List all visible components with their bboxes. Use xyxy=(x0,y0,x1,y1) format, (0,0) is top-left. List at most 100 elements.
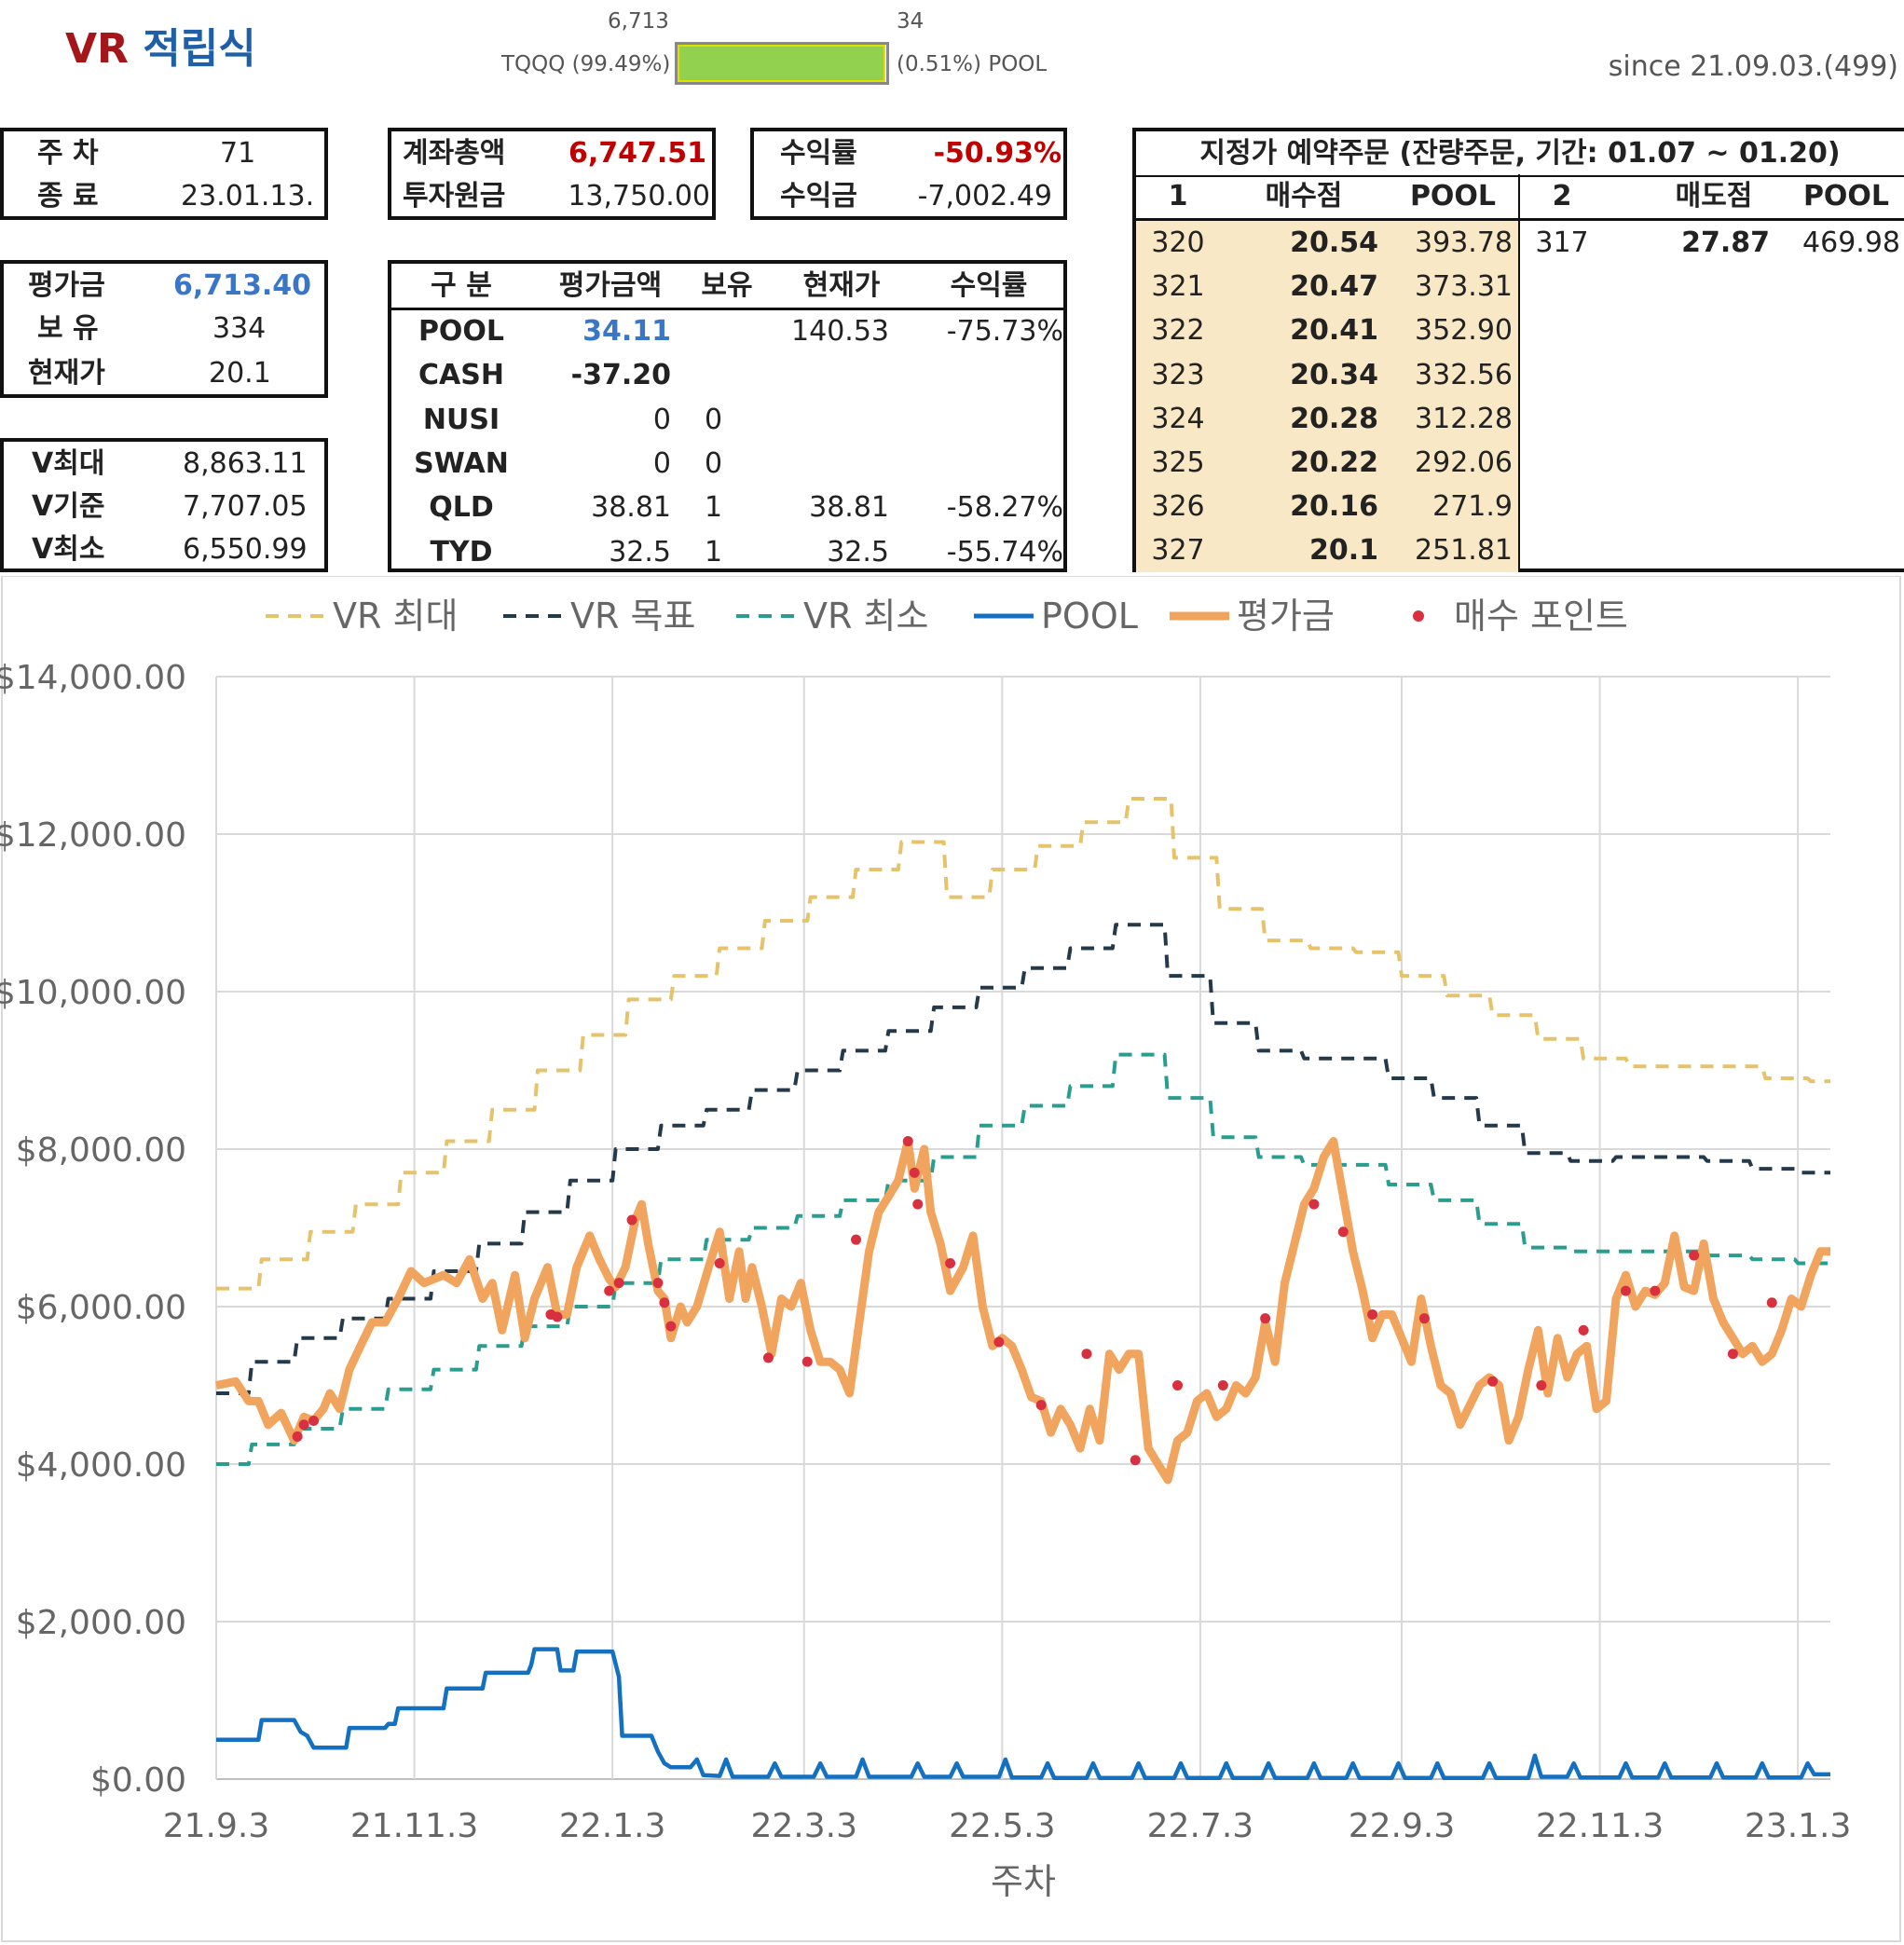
holding-name: SWAN xyxy=(414,446,509,480)
y-tick-label: $4,000.00 xyxy=(16,1446,186,1485)
buy-point-marker xyxy=(1620,1285,1631,1296)
holding-name: CASH xyxy=(418,359,504,392)
buy-point-marker xyxy=(1308,1199,1320,1210)
week-label: 주 차 xyxy=(37,137,99,170)
buy-point-marker xyxy=(1260,1313,1271,1324)
buy-order-row: 321 20.47 373.31 xyxy=(1136,265,1904,308)
profit-value: -7,002.49 xyxy=(917,180,1052,212)
buy-point-marker xyxy=(801,1356,813,1367)
buy-order-qty: 327 xyxy=(1151,534,1205,568)
buy-point-marker xyxy=(292,1431,303,1442)
y-tick-label: $14,000.00 xyxy=(0,659,186,697)
end-value: 23.01.13. xyxy=(181,180,315,212)
holding-rate xyxy=(919,353,1063,397)
holding-price xyxy=(774,353,889,397)
pool-label: (0.51%) POOL xyxy=(897,52,1048,76)
buy-order-row: 327 20.1 251.81 xyxy=(1136,528,1904,572)
end-label: 종 료 xyxy=(37,180,99,212)
sell-header-qty: 2 xyxy=(1552,180,1572,212)
y-tick-label: $0.00 xyxy=(90,1761,186,1800)
buy-orders-bg xyxy=(1136,221,1518,572)
holding-price xyxy=(774,442,889,486)
buy-order-qty: 320 xyxy=(1151,226,1205,259)
tqqq-value: 6,713 xyxy=(608,9,669,34)
tqqq-label: TQQQ (99.49%) xyxy=(501,52,671,76)
price-value: 20.1 xyxy=(209,357,271,390)
buy-point-marker xyxy=(1172,1380,1184,1390)
buy-order-qty: 325 xyxy=(1151,446,1205,479)
holding-rate xyxy=(919,398,1063,442)
v-box: V최대 8,863.11 V기준 7,707.05 V최소 6,550.99 xyxy=(0,438,328,572)
buy-order-pool: 373.31 xyxy=(1415,270,1513,304)
holdings-header: 구 분 평가금액 보유 현재가 수익률 xyxy=(391,264,1063,310)
rate-value: -50.93% xyxy=(933,137,1062,170)
buy-order-qty: 324 xyxy=(1151,402,1205,435)
chart-axes: $0.00 $2,000.00 $4,000.00 $6,000.00 $8,000.0… xyxy=(0,659,1851,1845)
series-line-0 xyxy=(216,797,1830,1291)
holdings-table: 구 분 평가금액 보유 현재가 수익률 POOL 34.11 140.53 -75.7… xyxy=(388,260,1067,572)
profit-label: 수익금 xyxy=(780,180,857,212)
buy-order-pool: 312.28 xyxy=(1415,402,1513,435)
x-tick-label: 23.1.3 xyxy=(1745,1807,1852,1845)
holdings-row: POOL 34.11 140.53 -75.73% xyxy=(391,309,1063,353)
buy-order-row: 320 20.54 393.78 xyxy=(1136,221,1904,265)
vmin-label: V최소 xyxy=(32,533,105,566)
series-line-2 xyxy=(216,1052,1830,1466)
holding-rate: -75.73% xyxy=(946,315,1063,348)
holdings-row: NUSI 0 0 xyxy=(391,398,1063,442)
buy-point-marker xyxy=(298,1419,309,1431)
holding-name: NUSI xyxy=(422,403,500,436)
holdings-row: TYD 32.5 1 32.5 -55.74% xyxy=(391,530,1063,574)
holdings-header-rate: 수익률 xyxy=(950,269,1028,302)
buy-order-price: 20.28 xyxy=(1290,402,1378,435)
y-tick-label: $12,000.00 xyxy=(0,816,186,855)
sell-order-qty: 317 xyxy=(1535,226,1589,259)
holding-hold xyxy=(705,353,742,397)
holding-hold: 0 xyxy=(705,403,723,436)
buy-point-marker xyxy=(552,1311,563,1322)
vmax-label: V최대 xyxy=(32,447,105,480)
orders-title: 지정가 예약주문 (잔량주문, 기간: 01.07 ~ 01.20) xyxy=(1199,137,1841,170)
account-box: 계좌총액 6,747.51 투자원금 13,750.00 xyxy=(388,128,716,220)
buy-order-qty: 321 xyxy=(1151,270,1205,304)
total-label: 계좌총액 xyxy=(403,137,506,170)
sell-order-row: 317 27.87 469.98 xyxy=(1136,221,1904,265)
week-box: 주 차 71 종 료 23.01.13. xyxy=(0,128,328,220)
buy-point-marker xyxy=(902,1136,913,1147)
buy-order-pool: 251.81 xyxy=(1415,534,1513,568)
buy-order-price: 20.34 xyxy=(1290,358,1378,391)
holding-amount: -37.20 xyxy=(570,359,671,392)
holding-price: 140.53 xyxy=(791,315,889,348)
buy-order-price: 20.16 xyxy=(1290,490,1378,524)
vr-line-chart: $0.00 $2,000.00 $4,000.00 $6,000.00 $8,000.0… xyxy=(0,576,1901,1942)
eval-label: 평가금 xyxy=(28,269,105,302)
eval-box: 평가금 6,713.40 보 유 334 현재가 20.1 xyxy=(0,260,328,398)
holding-price xyxy=(774,398,889,442)
buy-point-marker xyxy=(714,1258,725,1269)
sell-order-pool: 469.98 xyxy=(1802,226,1900,259)
vmin-value: 6,550.99 xyxy=(183,533,308,566)
eval-value: 6,713.40 xyxy=(173,269,312,302)
buy-point-marker xyxy=(613,1278,624,1289)
allocation-bar-fill xyxy=(678,45,885,82)
holdings-row: CASH -37.20 xyxy=(391,353,1063,397)
holding-amount: 34.11 xyxy=(582,315,671,348)
allocation-bar xyxy=(675,42,889,85)
hold-value: 334 xyxy=(212,312,267,345)
orders-divider xyxy=(1518,174,1520,572)
holding-rate: -55.74% xyxy=(946,535,1063,568)
buy-order-pool: 292.06 xyxy=(1415,446,1513,479)
buy-point-marker xyxy=(993,1336,1005,1348)
holding-hold: 0 xyxy=(705,446,723,480)
orders-header: 1 매수점 POOL 2 매도점 POOL xyxy=(1136,174,1904,221)
buy-order-pool: 352.90 xyxy=(1415,314,1513,348)
total-value: 6,747.51 xyxy=(568,137,706,170)
buy-point-marker xyxy=(1578,1324,1589,1335)
holding-hold: 1 xyxy=(705,535,723,568)
buy-point-marker xyxy=(1418,1313,1430,1324)
holding-amount: 0 xyxy=(652,403,671,436)
buy-order-row: 325 20.22 292.06 xyxy=(1136,441,1904,485)
title-vr: VR xyxy=(65,25,129,73)
holding-hold: 1 xyxy=(705,491,723,525)
legend-marker-buy-point xyxy=(1413,610,1424,622)
